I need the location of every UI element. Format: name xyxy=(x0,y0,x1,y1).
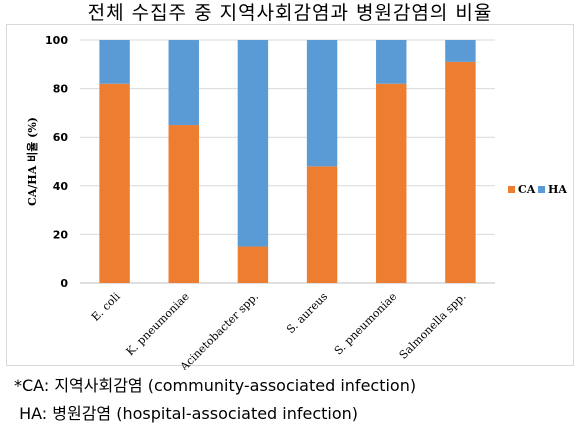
bar-ca xyxy=(445,61,476,284)
bar-ha xyxy=(445,40,476,62)
footnote-ha: HA: 병원감염 (hospital-associated infection) xyxy=(14,404,359,423)
y-tick-label: 0 xyxy=(60,277,68,290)
x-tick-label: Salmonella spp. xyxy=(397,290,469,362)
bar-ha xyxy=(376,40,407,84)
legend-swatch-ca xyxy=(508,186,515,193)
chart-title: 전체 수집주 중 지역사회감염과 병원감염의 비율 xyxy=(87,2,493,24)
y-tick-label: 80 xyxy=(53,83,69,96)
legend-label-ca: CA xyxy=(518,183,536,196)
x-tick-label: S. aureus xyxy=(284,290,330,336)
y-axis-label: CA/HA 비율 (%) xyxy=(25,117,39,206)
y-tick-label: 40 xyxy=(53,180,69,193)
bar-ca xyxy=(237,246,269,283)
x-tick-label: Acinetobacter spp. xyxy=(177,290,261,370)
bar-ha xyxy=(168,40,199,126)
bar-ca xyxy=(376,83,407,284)
y-tick-label: 100 xyxy=(45,34,68,47)
bar-ca xyxy=(99,83,130,284)
bar-ha xyxy=(306,40,338,167)
x-tick-label: E. coli xyxy=(89,290,123,324)
bar-ca xyxy=(306,166,338,283)
footnote-ca: *CA: 지역사회감염 (community-associated infect… xyxy=(14,376,417,395)
y-tick-label: 20 xyxy=(53,228,69,241)
bar-ha xyxy=(99,40,130,84)
bar-ha xyxy=(237,40,269,247)
x-tick-label: S. pneumoniae xyxy=(332,290,400,358)
y-tick-label: 60 xyxy=(53,131,69,144)
stacked-bar-chart: 0 20 40 60 80 100 CA/HA 비율 (%) E. coli K. pneumo… xyxy=(25,34,567,370)
bar-ca xyxy=(168,125,199,283)
legend-label-ha: HA xyxy=(548,183,567,196)
legend-swatch-ha xyxy=(538,186,545,193)
x-tick-label: K. pneumoniae xyxy=(124,290,192,358)
